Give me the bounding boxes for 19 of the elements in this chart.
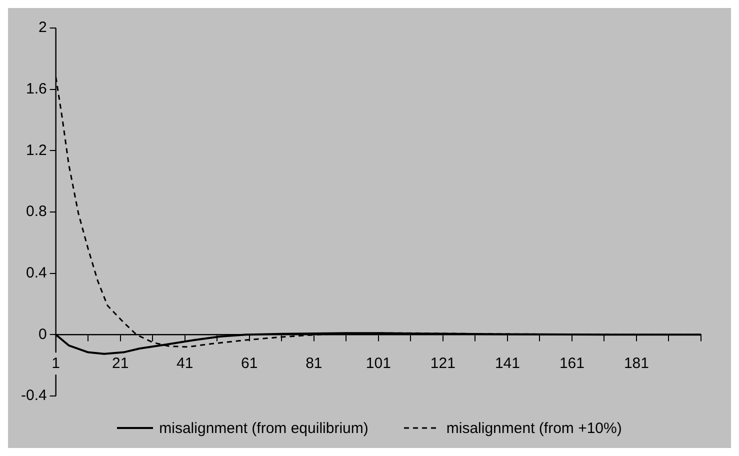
x-tick-label: 41: [176, 354, 194, 372]
x-tick-label: 1: [52, 354, 60, 372]
x-tick-label: 181: [624, 354, 649, 372]
y-tick-label: 2: [38, 19, 47, 36]
legend-label: misalignment (from +10%): [446, 420, 622, 436]
y-tick-label: 0.4: [26, 264, 47, 282]
legend-label: misalignment (from equilibrium): [159, 420, 368, 436]
x-tick-label: 141: [494, 354, 520, 372]
x-tick-label: 121: [430, 354, 456, 372]
y-tick-label: 1.6: [26, 80, 47, 98]
x-tick-label: 61: [241, 354, 258, 372]
x-tick-label: 161: [559, 354, 584, 372]
x-tick-label: 81: [306, 354, 322, 372]
y-tick-label: 0: [38, 326, 47, 343]
y-tick-label: -0.4: [20, 387, 47, 404]
y-tick-label: 0.8: [26, 203, 47, 220]
x-tick-label: 101: [366, 354, 391, 372]
x-tick-label: 21: [112, 354, 129, 372]
y-tick-label: 1.2: [26, 142, 47, 159]
